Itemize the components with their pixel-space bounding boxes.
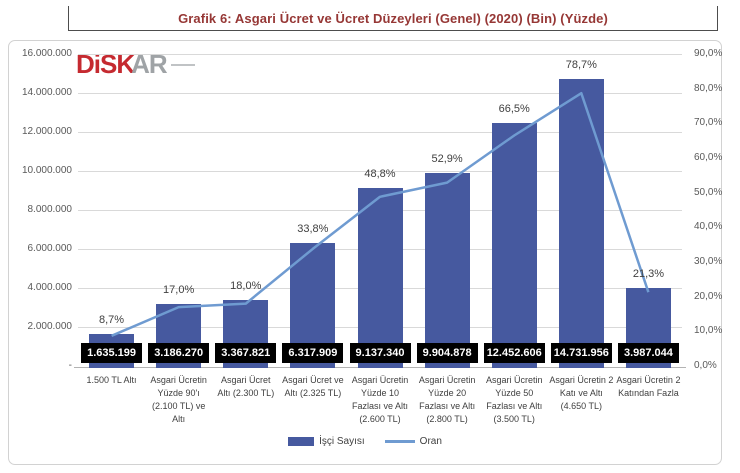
line-swatch-icon — [384, 440, 415, 443]
oran-point-label: 33,8% — [297, 222, 329, 235]
oran-point-label: 21,3% — [632, 268, 665, 281]
y-axis-right-tick: 70,0% — [694, 117, 723, 129]
bar-value-label: 6.317.909 — [282, 343, 344, 363]
logo-text-ar: AR — [131, 48, 168, 79]
x-axis-category-line: Katı ve Altı — [559, 388, 603, 398]
x-axis-category-line: Yüzde 20 — [428, 388, 467, 398]
x-axis-category-line: Altı (2.325 TL) — [284, 388, 342, 398]
oran-point-label: 8,7% — [99, 314, 125, 327]
x-axis-category-line: Asgari Ücret — [221, 375, 271, 385]
bar-value-label: 9.904.878 — [416, 343, 478, 363]
y-axis-right-tick: 90,0% — [694, 48, 723, 59]
legend-label-oran: Oran — [419, 436, 442, 447]
y-axis-right-tick: 20,0% — [694, 290, 723, 302]
bar-value-label: 3.186.270 — [148, 343, 210, 363]
oran-point-label: 52,9% — [431, 152, 463, 165]
y-axis-left-tick: 14.000.000 — [21, 87, 72, 98]
legend-item-oran: Oran — [384, 436, 442, 447]
x-axis-category-label: Asgari Ücretin Yüzde 50 Fazlası ve Altı (3.… — [480, 374, 548, 426]
y-axis-left-tick: 10.000.000 — [21, 165, 72, 176]
x-axis-category-line: Fazlası ve Altı — [351, 401, 409, 411]
x-axis-category-line: Asgari Ücretin 2 — [616, 375, 681, 385]
oran-point-label: 48,8% — [364, 167, 396, 180]
bar-value-label: 14.731.956 — [550, 343, 612, 363]
bar-value-label: 9.137.340 — [349, 343, 411, 363]
x-axis-category-line: Yüzde 50 — [495, 388, 534, 398]
x-axis-category-line: Yüzde 10 — [360, 388, 400, 398]
x-axis-category-line: (2.800 TL) — [426, 414, 468, 424]
x-axis-category-line: Asgari Ücretin 2 — [549, 375, 614, 385]
y-axis-left-tick: 8.000.000 — [27, 204, 73, 215]
oran-point-label: 78,7% — [565, 58, 597, 71]
x-axis-category-line: Asgari Ücretin — [150, 375, 207, 385]
y-axis-left-tick: 2.000.000 — [27, 321, 73, 332]
x-axis-category-label: Asgari Ücretin 2 Katı ve Altı (4.650 TL) — [547, 374, 615, 413]
oran-point-label: 18,0% — [230, 280, 262, 293]
x-axis-category-label: Asgari Ücretin 2 Katından Fazla — [614, 374, 682, 400]
x-axis-category-label: Asgari Ücretin Yüzde 90'ı (2.100 TL) ve Alt… — [145, 374, 213, 426]
x-axis-category-label: Asgari Ücretin Yüzde 20 Fazlası ve Altı (2.… — [413, 374, 481, 426]
x-axis-category-line: Katından Fazla — [618, 388, 679, 398]
y-axis-right-tick: 30,0% — [694, 256, 723, 267]
gridline — [78, 54, 682, 55]
legend-label-isci-sayisi: İşçi Sayısı — [319, 436, 365, 447]
y-axis-left-tick: 16.000.000 — [21, 48, 72, 59]
y-axis-right-tick: 40,0% — [694, 221, 723, 233]
x-axis-category-label: Asgari Ücret ve Altı (2.325 TL) — [279, 374, 347, 400]
isci-sayisi-bar — [491, 123, 537, 368]
x-axis-category-line: Altı — [172, 414, 186, 424]
x-axis-category-label: Asgari Ücretin Yüzde 10 Fazlası ve Altı (2.… — [346, 374, 414, 426]
x-axis-category-line: (2.100 TL) ve — [151, 401, 206, 411]
x-axis-category-line: (4.650 TL) — [560, 401, 602, 411]
y-axis-right-tick: 80,0% — [694, 82, 723, 94]
y-axis-left-tick: 6.000.000 — [27, 243, 73, 254]
x-axis-category-line: (3.500 TL) — [493, 414, 535, 424]
x-axis-category-line: Asgari Ücretin — [351, 375, 409, 385]
isci-sayisi-bar — [424, 172, 470, 368]
y-axis-right-tick: 60,0% — [694, 152, 723, 163]
diskar-logo: DiSK AR — [76, 48, 195, 80]
x-axis-category-line: Asgari Ücretin — [485, 375, 543, 385]
x-axis-category-line: Asgari Ücretin — [418, 375, 476, 385]
logo-rule — [170, 64, 195, 66]
oran-point-label: 66,5% — [498, 103, 530, 116]
x-axis-category-line: 1.500 TL Altı — [86, 375, 137, 385]
bar-swatch-icon — [288, 437, 315, 446]
isci-sayisi-bar — [357, 187, 403, 368]
y-axis-right-tick: 0,0% — [694, 360, 717, 371]
x-axis-category-line: Fazlası ve Altı — [419, 401, 476, 411]
legend-item-isci-sayisi: İşçi Sayısı — [288, 436, 365, 447]
bar-value-label: 3.987.044 — [617, 343, 679, 363]
y-axis-left-tick: - — [68, 360, 72, 371]
legend: İşçi Sayısı Oran — [8, 436, 722, 447]
x-axis-category-label: Asgari Ücret Altı (2.300 TL) — [212, 374, 280, 400]
y-axis-right-tick: 50,0% — [694, 186, 723, 198]
x-axis-category-line: Fazlası ve Altı — [486, 401, 543, 411]
y-axis-left-tick: 12.000.000 — [21, 126, 72, 137]
bar-value-label: 12.452.606 — [483, 343, 545, 363]
x-axis-category-line: Asgari Ücret ve — [282, 375, 344, 385]
bar-value-label: 3.367.821 — [215, 343, 277, 363]
chart-title-cell: Grafik 6: Asgari Ücret ve Ücret Düzeyler… — [68, 6, 718, 31]
x-axis-category-label: 1.500 TL Altı — [78, 374, 146, 387]
y-axis-right-tick: 10,0% — [694, 325, 723, 337]
isci-sayisi-bar — [558, 78, 604, 368]
chart-title: Grafik 6: Asgari Ücret ve Ücret Düzeyler… — [178, 10, 608, 26]
x-axis-category-line: Altı (2.300 TL) — [217, 388, 275, 398]
logo-text-disk: DiSK — [76, 48, 135, 79]
x-axis-category-line: (2.600 TL) — [359, 414, 401, 424]
x-axis-category-line: Yüzde 90'ı — [157, 388, 200, 398]
bar-value-label: 1.635.199 — [81, 343, 143, 363]
oran-point-label: 17,0% — [163, 283, 195, 296]
y-axis-left-tick: 4.000.000 — [27, 282, 73, 293]
